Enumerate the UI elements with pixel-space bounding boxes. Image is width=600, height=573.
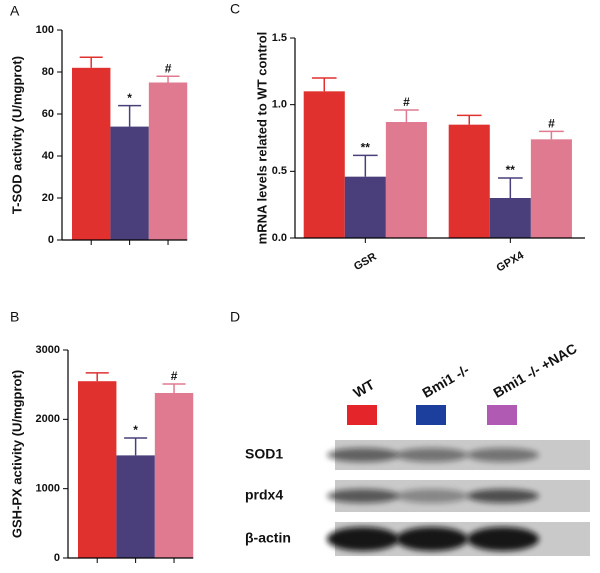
x-tick-label: GPX4 xyxy=(495,249,527,275)
blot-band xyxy=(327,527,399,551)
panel-label: D xyxy=(230,309,240,325)
y-tick-label: 1.0 xyxy=(272,99,287,111)
blot-band xyxy=(327,448,399,462)
bar xyxy=(448,124,490,238)
color-swatch xyxy=(416,405,446,425)
group-label: Bmi1 -/- xyxy=(419,361,472,401)
blot-band xyxy=(467,448,539,462)
y-tick-label: 60 xyxy=(42,108,54,120)
bar xyxy=(344,176,386,238)
blot-band xyxy=(467,527,539,551)
y-tick-label: 0 xyxy=(54,552,60,564)
bar xyxy=(385,122,427,238)
row-label: β-actin xyxy=(245,530,291,546)
bar xyxy=(78,381,117,558)
bar xyxy=(116,455,155,558)
bar xyxy=(72,67,111,240)
color-swatch xyxy=(487,405,517,425)
y-axis-label: GSH-PX activity (U/mgprot) xyxy=(9,370,24,538)
annotation: # xyxy=(548,117,555,131)
y-tick-label: 2000 xyxy=(36,413,60,425)
blot-band xyxy=(327,489,399,503)
x-tick-label: GSR xyxy=(352,251,379,273)
panel-label: B xyxy=(10,309,19,325)
blot-band xyxy=(467,489,539,503)
annotation: * xyxy=(127,91,132,105)
y-tick-label: 40 xyxy=(42,150,54,162)
bar xyxy=(154,392,194,558)
group-label: Bmi1 -/- +NAC xyxy=(490,340,579,401)
y-tick-label: 0 xyxy=(48,234,54,246)
annotation: ** xyxy=(361,141,371,155)
blot-band xyxy=(396,448,468,462)
annotation: # xyxy=(165,61,172,75)
y-tick-label: 80 xyxy=(42,66,54,78)
bar xyxy=(530,139,572,238)
bar xyxy=(303,91,345,238)
y-tick-label: 0.5 xyxy=(272,165,287,177)
group-label: WT xyxy=(350,376,377,401)
y-tick-label: 3000 xyxy=(36,344,60,356)
blot-band xyxy=(396,527,468,551)
y-axis-label: T-SOD activity (U/mgprot) xyxy=(9,56,24,214)
annotation: # xyxy=(171,369,178,383)
annotation: ** xyxy=(506,163,516,177)
y-tick-label: 100 xyxy=(36,24,54,36)
annotation: * xyxy=(133,423,138,437)
panel-label: A xyxy=(10,3,20,19)
bar xyxy=(489,198,531,238)
blot-band xyxy=(396,489,468,503)
y-tick-label: 20 xyxy=(42,192,54,204)
y-tick-label: 0.0 xyxy=(272,232,287,244)
bar xyxy=(110,126,149,240)
bar xyxy=(148,82,188,240)
y-tick-label: 1000 xyxy=(36,483,60,495)
row-label: prdx4 xyxy=(245,487,283,503)
y-axis-label: mRNA levels related to WT control xyxy=(254,32,269,245)
row-label: SOD1 xyxy=(245,446,283,462)
color-swatch xyxy=(347,405,377,425)
y-tick-label: 1.5 xyxy=(272,32,287,44)
panel-label: C xyxy=(230,1,240,17)
annotation: # xyxy=(403,95,410,109)
